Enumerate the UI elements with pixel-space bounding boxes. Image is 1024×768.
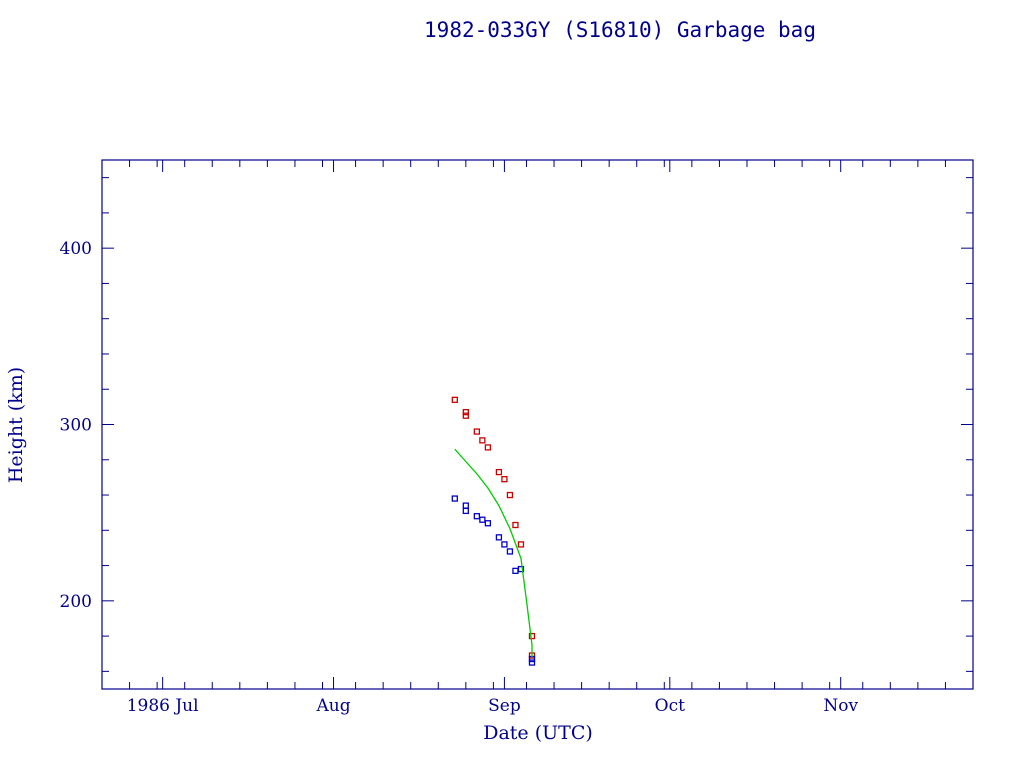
data-series [451,396,536,666]
perigee-point [512,567,519,575]
apogee-point [462,412,469,419]
apogee-point [473,428,481,435]
perigee-point [462,507,469,515]
y-tick-label: 400 [60,239,92,259]
apogee-point [484,444,492,451]
perigee-point [451,495,458,502]
apogee-point [501,476,508,483]
apogee-point [506,491,514,499]
perigee-point [473,513,481,520]
apogee-point [479,437,486,444]
y-axis-ticks: 200 300 400 [60,177,973,672]
x-axis-label: Date (UTC) [483,722,593,744]
perigee-point [501,541,508,548]
x-tick-label: 1986 Jul [127,696,199,716]
x-tick-label: Oct [655,696,685,716]
plot-frame [101,159,974,690]
apogee-point [528,632,536,640]
mean-line [454,448,533,658]
x-axis-ticks: 1986 Jul Aug Sep Oct Nov [101,160,974,716]
perigee-point [479,516,486,523]
apogee-point [462,409,469,416]
perigee-point [462,502,469,509]
apogee-point [495,468,503,476]
apogee-point [512,521,519,529]
perigee-point [495,534,503,541]
x-tick-label: Sep [488,696,521,716]
apogee-point [517,541,525,548]
perigee-point [528,659,536,666]
chart-title: 1982-033GY (S16810) Garbage bag [424,18,816,42]
x-tick-label: Aug [315,696,350,716]
perigee-point [517,565,525,573]
apogee-point [451,396,458,403]
perigee-point [506,548,514,555]
perigee-point [484,520,492,527]
y-tick-label: 200 [60,592,92,612]
y-axis-label: Height (km) [5,367,27,483]
x-tick-label: Nov [823,696,858,716]
y-tick-label: 300 [60,416,92,436]
